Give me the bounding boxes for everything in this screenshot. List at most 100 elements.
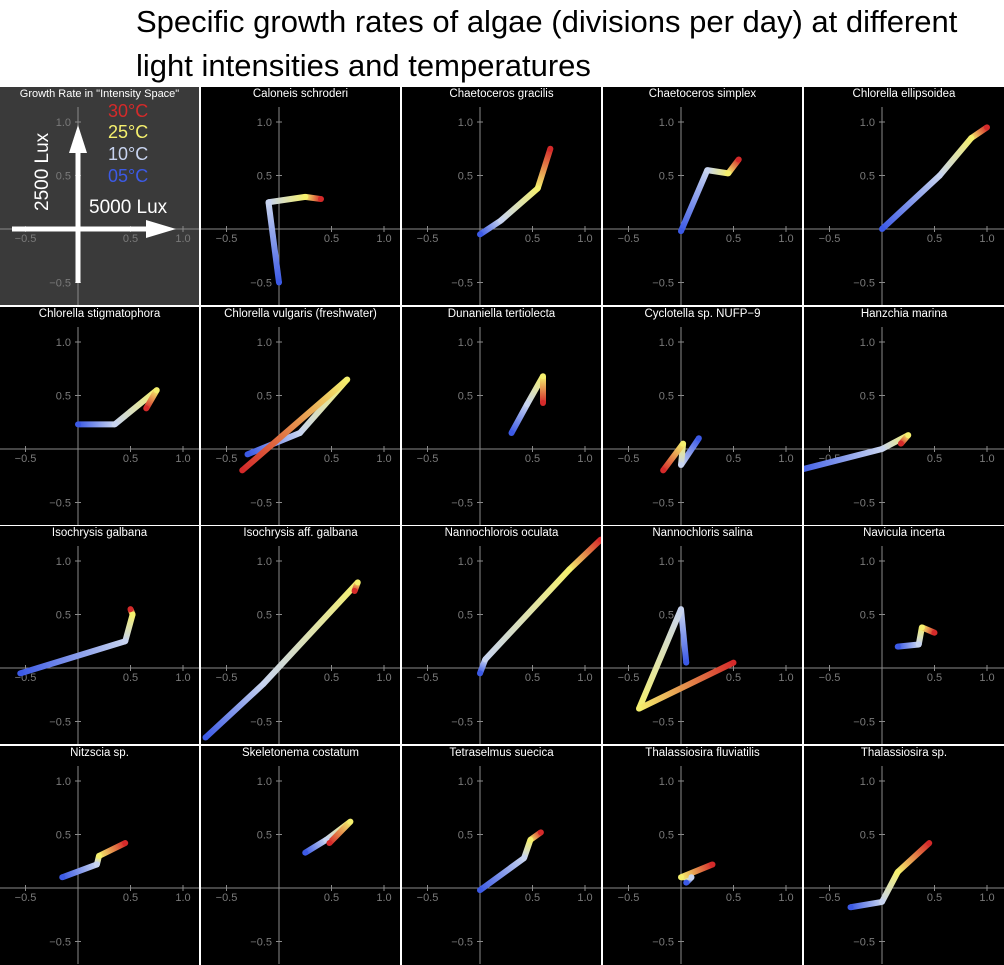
x-tick-label: 1.0 [175,233,190,245]
panel-title: Nannochloris salina [652,527,753,539]
x-tick-label: −0.5 [216,672,238,684]
series-segment [265,201,282,283]
series-segment [268,193,306,206]
x-arrow-label: 5000 Lux [89,197,168,218]
chart-panel: −0.5 0.5 1.0 1.0 0.5 −0.5 Chaetoceros gracilis [402,87,601,305]
panel-title: Chlorella stigmatophora [38,308,161,320]
y-tick-label: −0.5 [652,278,674,290]
data-point [302,193,309,200]
chart-grid: −0.5 0.5 1.0 1.0 0.5 −0.5 Growth Rate in "Int… [0,87,1004,965]
x-tick-label: −0.5 [618,233,640,245]
x-tick-label: 0.5 [726,672,741,684]
chart-panel: −0.5 0.5 1.0 1.0 0.5 −0.5 Nannochloris salina [603,526,802,744]
series-segment [678,608,690,663]
data-point [534,185,541,192]
data-point [96,852,102,859]
y-tick-label: 0.5 [860,391,875,403]
data-point [477,670,483,677]
x-tick-label: 0.5 [726,892,741,904]
data-point [905,432,912,439]
data-point [347,818,354,825]
data-point [636,705,642,712]
x-tick-label: 1.0 [979,233,994,245]
x-tick-label: −0.5 [417,892,439,904]
data-point [75,421,81,428]
data-point [683,659,690,666]
data-point [498,217,504,224]
series-segment [534,147,554,190]
x-tick-label: 0.5 [927,672,942,684]
legend-temp-05: 05°C [108,166,149,186]
y-tick-label: 0.5 [659,830,674,842]
panel-plot: −0.5 0.5 1.01.00.5−0.5 [603,327,802,525]
series-segment [261,580,360,687]
chart-panel: −0.5 0.5 1.0 1.0 0.5 −0.5 Cyclotella sp. NUFP−… [603,307,802,525]
series-segment [969,124,989,141]
data-point [276,279,282,286]
data-point [735,156,742,163]
y-tick-label: 0.5 [56,171,71,183]
series-segment [660,441,686,473]
panel-plot: −0.5 0.5 1.01.00.5−0.5 [804,546,1004,744]
y-tick-label: 1.0 [659,117,674,129]
y-tick-label: −0.5 [652,937,674,949]
series-segment [879,870,901,904]
data-point [59,874,66,881]
x-tick-label: 0.5 [525,672,540,684]
chart-panel: −0.5 0.5 1.0 1.0 0.5 −0.5 Chlorella stigmatoph… [0,307,199,525]
data-point [968,135,975,142]
y-tick-label: 0.5 [458,391,473,403]
panel-title: Nannochlorois oculata [444,527,559,539]
chart-panel: −0.5 0.5 1.0 1.0 0.5 −0.5 Isochrysis aff. galb… [201,526,400,744]
legend-temp-10: 10°C [108,144,149,164]
panel-plot: −0.5 0.5 1.01.00.5−0.5 [603,107,802,305]
data-point [477,231,483,238]
panel-plot: −0.5 0.5 1.01.00.5−0.5 [201,546,400,744]
panel-plot: −0.5 0.5 1.0 1.0 0.5 −0.5 [603,766,802,964]
x-tick-label: −0.5 [819,892,841,904]
x-tick-label: 0.5 [525,892,540,904]
panel-plot: −0.5 0.5 1.01.00.5−0.5 [804,766,1004,964]
data-point [540,399,546,406]
x-tick-label: 1.0 [175,672,190,684]
series-segment [804,446,883,472]
data-point [297,429,303,436]
legend-title: Growth Rate in "Intensity Space" [19,88,180,100]
x-tick-label: −0.5 [819,233,841,245]
series-segment [636,607,684,710]
x-tick-label: 0.5 [123,233,138,245]
chart-panel: −0.5 0.5 1.0 1.0 0.5 −0.5 Tetraselmus suecica [402,746,601,965]
y-tick-label: 1.0 [56,337,71,349]
x-tick-label: 0.5 [324,672,339,684]
data-point [482,656,489,663]
data-point [326,840,333,847]
data-point [527,836,534,843]
x-tick-label: −0.5 [417,453,439,465]
data-point [847,904,854,911]
series-segment [897,641,920,650]
x-tick-label: −0.5 [618,892,640,904]
x-tick-label: 1.0 [175,453,190,465]
data-point [695,435,702,442]
y-tick-label: 1.0 [659,776,674,788]
y-tick-label: 0.5 [860,171,875,183]
data-point [730,659,737,666]
chart-panel: −0.5 0.5 1.0 1.0 0.5 −0.5 Hanzchia marina [804,307,1004,525]
y-tick-label: 0.5 [56,830,71,842]
data-point [202,734,209,741]
y-tick-label: 0.5 [458,610,473,622]
y-tick-label: −0.5 [853,498,875,510]
panel-title: Chlorella ellipsoidea [852,88,956,100]
x-tick-label: 1.0 [778,892,793,904]
panel-plot: −0.5 0.5 1.01.00.5−0.5 [804,327,1004,525]
series-segment [679,861,714,881]
data-point [354,579,361,586]
panel-plot: −0.5 0.5 1.01.00.5−0.5 [201,327,400,525]
x-tick-label: 1.0 [376,453,391,465]
legend-temp-25: 25°C [108,122,149,142]
y-tick-label: −0.5 [49,498,71,510]
x-tick-label: −0.5 [15,233,37,245]
data-point [984,124,990,131]
data-point [265,199,272,206]
x-tick-label: −0.5 [819,672,841,684]
